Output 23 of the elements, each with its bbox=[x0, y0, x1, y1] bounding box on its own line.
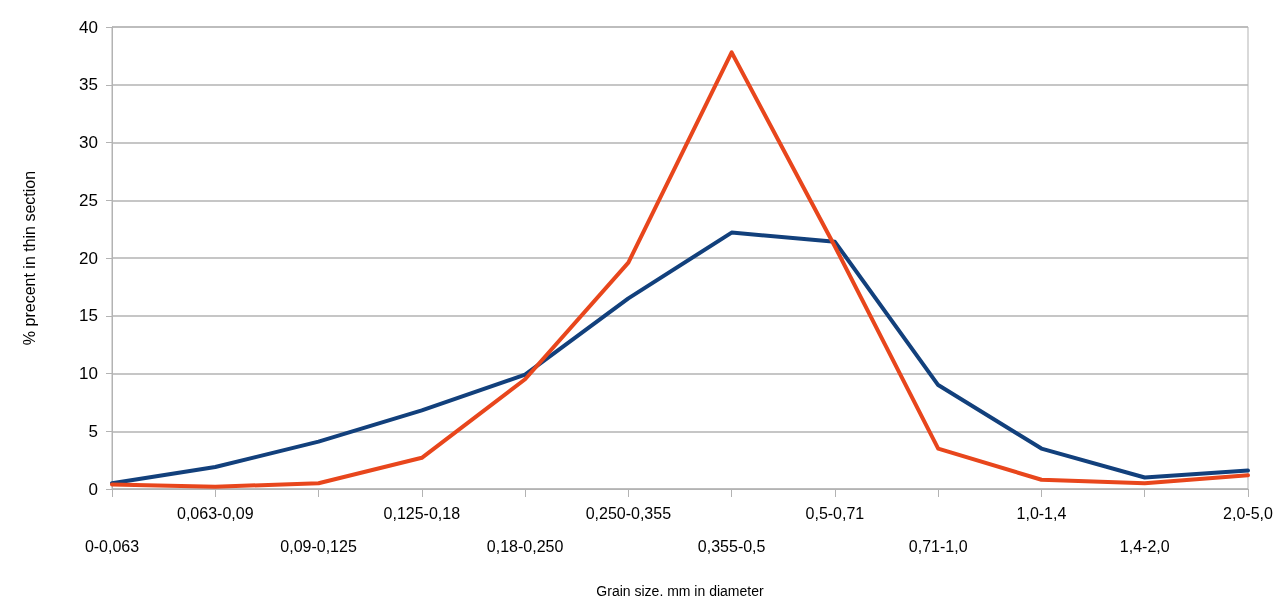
x-tick-label: 0,250-0,355 bbox=[585, 505, 672, 522]
y-tick-label: 35 bbox=[79, 75, 98, 95]
x-axis-title: Grain size. mm in diameter bbox=[596, 583, 764, 599]
x-tick-label: 1,0-1,4 bbox=[1016, 505, 1067, 522]
y-axis-title: % precent in thin section bbox=[20, 170, 38, 346]
y-tick-label: 15 bbox=[79, 306, 98, 326]
x-tick-label: 0,355-0,5 bbox=[697, 538, 766, 555]
x-tick-label: 0,71-1,0 bbox=[908, 538, 968, 555]
y-tick-label: 40 bbox=[79, 17, 98, 37]
x-tick-label: 0,5-0,71 bbox=[805, 505, 865, 522]
y-tick-label: 20 bbox=[79, 248, 98, 268]
y-tick-label: 0 bbox=[88, 479, 98, 499]
x-tick-label: 0,18-0,250 bbox=[486, 538, 564, 555]
x-tick-label: 0,125-0,18 bbox=[383, 505, 461, 522]
x-tick-label: 0,063-0,09 bbox=[177, 505, 254, 522]
x-tick-label: 0-0,063 bbox=[84, 538, 140, 555]
y-tick-label: 5 bbox=[88, 421, 98, 441]
x-tick-label: 0,09-0,125 bbox=[280, 538, 357, 555]
x-tick-label: 2,0-5,0 bbox=[1223, 505, 1274, 522]
y-tick-label: 25 bbox=[79, 190, 98, 210]
x-tick-label: 1,4-2,0 bbox=[1119, 538, 1170, 555]
y-tick-label: 30 bbox=[79, 133, 98, 152]
y-tick-label: 10 bbox=[79, 364, 98, 383]
